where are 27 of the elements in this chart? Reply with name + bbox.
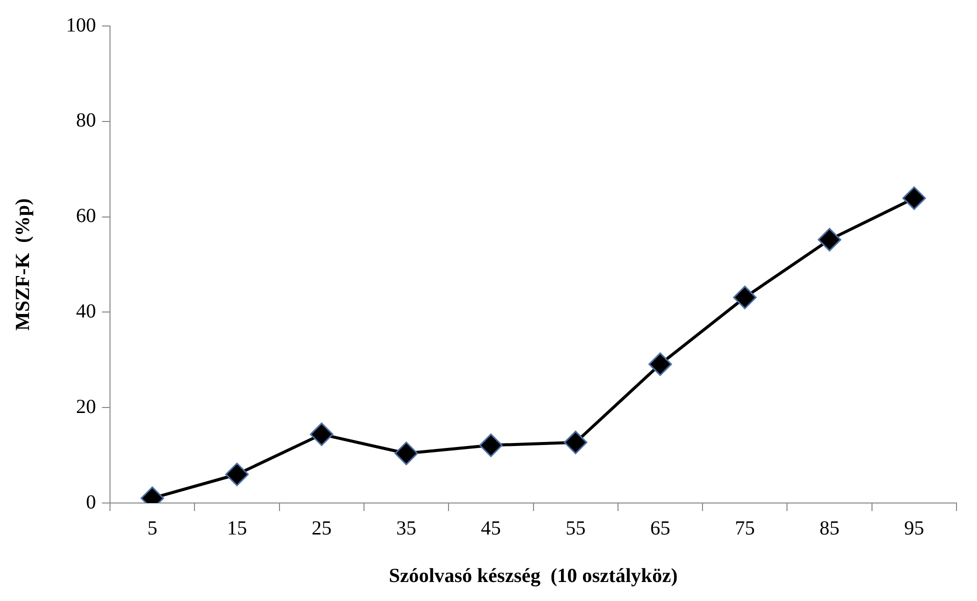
- x-tick-label: 5: [147, 517, 158, 540]
- x-tick-label: 15: [226, 517, 247, 540]
- y-tick-label: 40: [76, 300, 96, 322]
- point: [225, 462, 249, 486]
- point: [310, 422, 334, 446]
- x-tick-label: 75: [734, 517, 755, 540]
- y-tick-label: 60: [76, 205, 96, 228]
- point: [733, 286, 757, 310]
- x-axis-title: Szóolvasó készség (10 osztályköz): [388, 565, 678, 588]
- x-tick-label: 35: [396, 517, 416, 540]
- x-tick-label: 65: [650, 517, 670, 540]
- y-axis-title: MSZF-K (%p): [12, 198, 34, 331]
- point: [479, 434, 503, 458]
- point: [648, 352, 672, 376]
- x-tick-label: 85: [820, 517, 840, 540]
- y-tick-label: 0: [86, 491, 96, 514]
- y-tick-label: 80: [76, 110, 96, 132]
- x-tick-label: 45: [480, 517, 501, 540]
- x-tick-label: 95: [904, 517, 924, 540]
- x-tick-label: 25: [312, 517, 332, 540]
- point: [902, 186, 926, 210]
- point: [394, 442, 418, 466]
- point: [564, 430, 588, 454]
- x-tick-label: 55: [566, 517, 586, 540]
- y-tick-label: 20: [76, 396, 96, 418]
- point: [818, 228, 842, 252]
- y-tick-label: 100: [66, 14, 96, 36]
